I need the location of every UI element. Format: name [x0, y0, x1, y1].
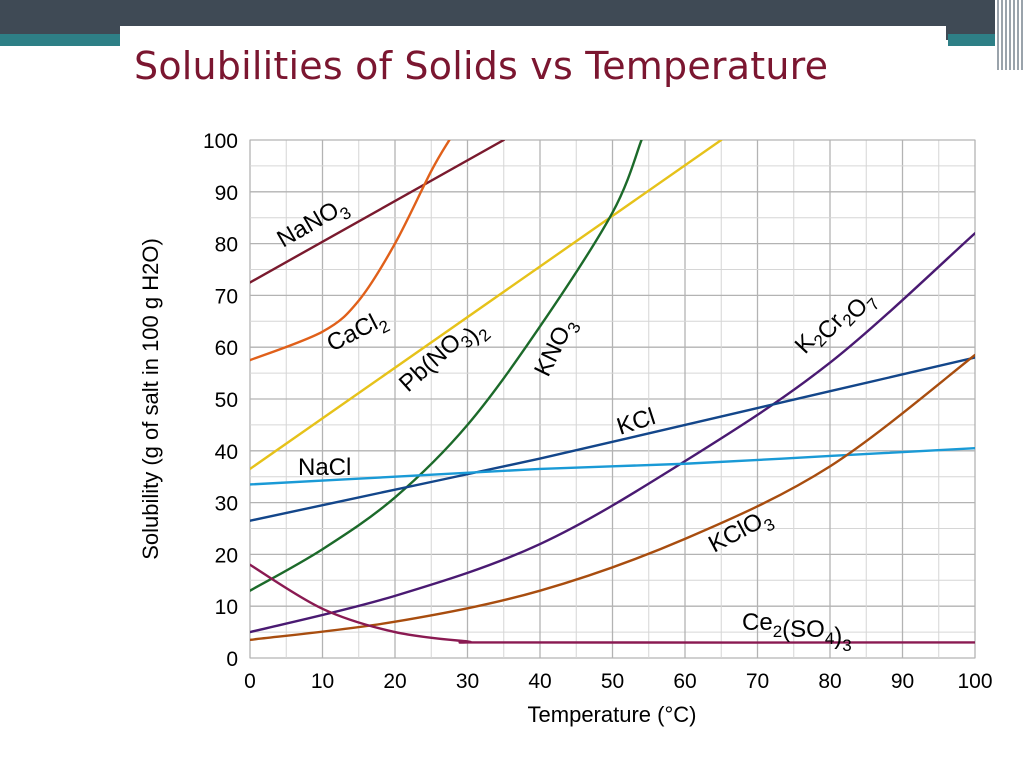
y-tick-label: 0	[226, 648, 238, 671]
series-line-pb-no3-2	[250, 140, 723, 471]
series-label-ce2-so4-3: Ce2(SO4)3	[742, 609, 852, 655]
series-line-kcl	[250, 356, 975, 522]
series-lines	[250, 140, 975, 644]
x-tick-label: 90	[891, 670, 914, 693]
series-line-kno3	[250, 140, 643, 592]
y-tick-label: 60	[215, 337, 238, 360]
x-tick-label: 60	[673, 670, 696, 693]
series-label-nacl: NaCl	[298, 454, 351, 481]
grid	[249, 139, 976, 659]
slide-title: Solubilities of Solids vs Temperature	[134, 44, 829, 88]
slide-header-stripe-left	[0, 34, 122, 46]
y-tick-label: 80	[215, 234, 238, 257]
x-tick-label: 20	[383, 670, 406, 693]
slide-decor-lines	[995, 0, 1024, 70]
series-line-kclo3	[250, 353, 975, 642]
series-line-nano3	[250, 140, 505, 284]
x-tick-labels: 0 10 20 30 40 50 60 70 80 90 100	[244, 670, 992, 693]
series-line-k2cr2o7	[250, 232, 975, 634]
x-tick-label: 0	[244, 670, 256, 693]
x-tick-label: 30	[456, 670, 479, 693]
y-tick-label: 100	[203, 130, 238, 153]
series-line-ce2-so4-3	[250, 563, 975, 644]
y-tick-label: 40	[215, 441, 238, 464]
y-tick-label: 90	[215, 182, 238, 205]
x-tick-label: 50	[601, 670, 624, 693]
x-axis-title: Temperature (°C)	[528, 702, 697, 727]
x-tick-label: 10	[311, 670, 334, 693]
title-panel	[120, 26, 946, 100]
slide-header-stripe-right	[948, 34, 1004, 46]
x-tick-label: 100	[957, 670, 992, 693]
y-tick-label: 50	[215, 389, 238, 412]
x-tick-label: 40	[528, 670, 551, 693]
y-tick-label: 20	[215, 544, 238, 567]
x-tick-label: 80	[818, 670, 841, 693]
y-tick-label: 30	[215, 493, 238, 516]
x-tick-label: 70	[746, 670, 769, 693]
y-axis-title: Solubility (g of salt in 100 g H2O)	[138, 238, 163, 560]
y-tick-label: 10	[215, 596, 238, 619]
series-line-cacl2	[250, 140, 451, 362]
y-tick-label: 70	[215, 285, 238, 308]
y-tick-labels: 0 10 20 30 40 50 60 70 80 90 100	[203, 130, 238, 671]
